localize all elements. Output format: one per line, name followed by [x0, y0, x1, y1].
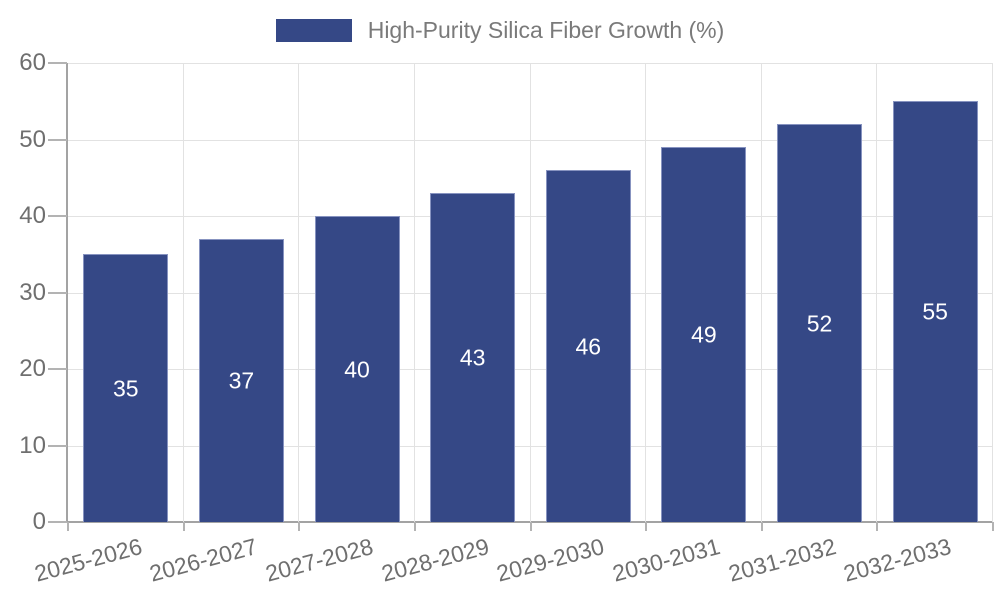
- y-axis-tick-label: 0: [32, 508, 46, 535]
- x-axis-tick: [645, 522, 648, 531]
- bar-value-label: 49: [691, 321, 717, 348]
- bar-value-label: 52: [806, 310, 833, 337]
- bar: 49: [661, 147, 747, 522]
- y-axis-tick-label: 30: [19, 278, 46, 306]
- y-axis-tick-label: 40: [19, 202, 46, 229]
- x-axis-tick: [992, 522, 994, 531]
- x-axis-tick-label: 2029-2030: [494, 533, 608, 587]
- y-axis-line: [66, 63, 68, 523]
- x-axis-tick-label: 2028-2029: [378, 533, 492, 587]
- legend: High-Purity Silica Fiber Growth (%): [0, 17, 1000, 44]
- x-axis-tick-label: 2025-2026: [31, 533, 145, 587]
- y-axis-tick-label: 60: [19, 49, 46, 76]
- gridline-horizontal: [68, 292, 993, 294]
- gridline-vertical: [760, 63, 762, 522]
- y-axis-tick: [48, 291, 67, 294]
- bar: 46: [545, 170, 631, 522]
- y-axis-tick-label: 20: [19, 355, 46, 382]
- gridline-vertical: [529, 63, 531, 522]
- y-axis-tick-label: 50: [19, 125, 46, 153]
- y-axis-tick-label: 10: [19, 431, 46, 459]
- y-axis-tick: [48, 444, 67, 447]
- x-axis-tick: [67, 522, 69, 531]
- bar-value-label: 55: [922, 298, 948, 325]
- x-axis-tick-label: 2032-2033: [840, 533, 954, 587]
- gridline-vertical: [298, 63, 300, 522]
- x-axis-tick: [182, 522, 185, 531]
- bar-value-label: 46: [575, 333, 602, 360]
- gridline-vertical: [413, 63, 415, 522]
- bar: 37: [198, 238, 284, 522]
- x-axis-tick: [413, 522, 416, 531]
- legend-swatch: [275, 19, 352, 42]
- y-axis-tick: [48, 521, 67, 523]
- x-axis-tick-label: 2027-2028: [262, 533, 376, 587]
- bar: 40: [314, 216, 400, 522]
- gridline-vertical: [992, 63, 993, 522]
- gridline-horizontal: [68, 63, 993, 64]
- x-axis-tick: [298, 522, 301, 531]
- bar: 35: [83, 254, 169, 522]
- bar-value-label: 37: [228, 367, 255, 394]
- bar: 55: [892, 101, 978, 522]
- y-axis-tick: [48, 62, 67, 64]
- gridline-horizontal: [68, 139, 993, 141]
- bar: 52: [777, 124, 863, 522]
- x-axis-tick: [529, 522, 532, 531]
- x-axis-tick: [760, 522, 763, 531]
- x-axis-tick-label: 2030-2031: [609, 533, 723, 587]
- x-axis-tick-label: 2031-2032: [725, 533, 839, 587]
- x-axis-tick: [876, 522, 879, 531]
- gridline-vertical: [182, 63, 184, 522]
- plot-area: 35 37 40 43 46 49 52 55: [68, 63, 993, 522]
- gridline-horizontal: [68, 445, 993, 447]
- gridline-horizontal: [68, 216, 993, 217]
- gridline-vertical: [876, 63, 878, 522]
- bar-value-label: 40: [344, 356, 370, 382]
- legend-label: High-Purity Silica Fiber Growth (%): [367, 17, 725, 43]
- bar-value-label: 43: [459, 344, 486, 371]
- gridline-vertical: [645, 63, 647, 522]
- y-axis-tick: [48, 368, 67, 370]
- bar-value-label: 35: [113, 375, 139, 402]
- gridline-horizontal: [68, 369, 993, 370]
- bar: 43: [430, 193, 516, 522]
- y-axis-tick: [48, 215, 67, 217]
- y-axis-tick: [48, 138, 67, 141]
- x-axis-tick-label: 2026-2027: [147, 533, 261, 587]
